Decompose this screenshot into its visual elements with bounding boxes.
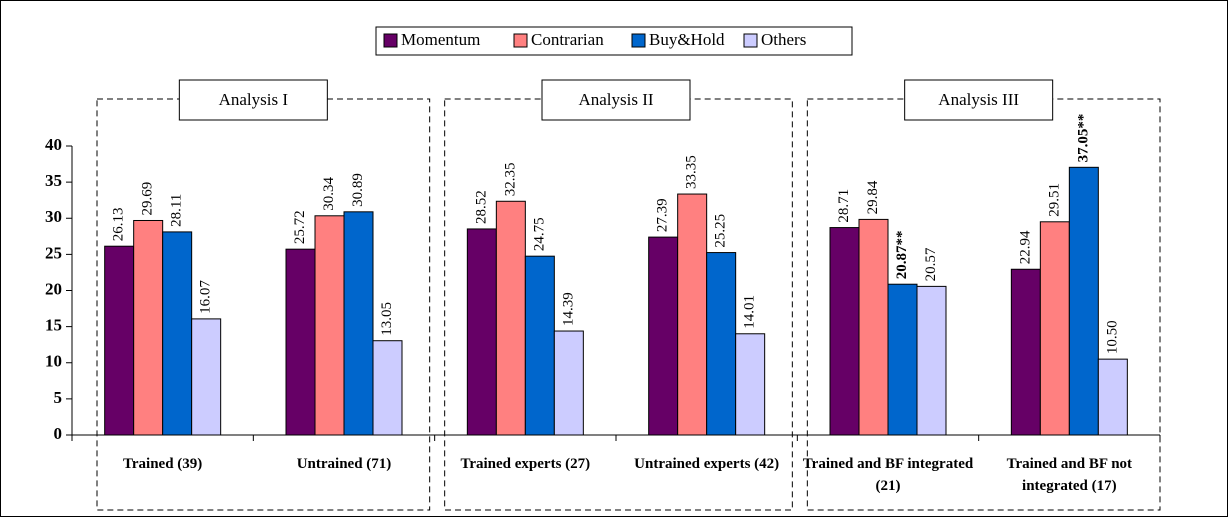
bar [1039, 221, 1070, 436]
group-label-box [904, 79, 1054, 121]
value-label: 37.05** [1075, 114, 1091, 163]
legend-box [375, 26, 853, 56]
bar [314, 215, 345, 436]
y-tick-label: 20 [45, 279, 62, 298]
value-label: 29.51 [1046, 183, 1062, 217]
bar [677, 193, 708, 436]
bar [495, 200, 526, 436]
bar [1010, 268, 1041, 436]
bar [648, 236, 679, 436]
value-label: 22.94 [1017, 230, 1033, 264]
x-tick-label: Trained (39) [123, 456, 203, 472]
y-tick-label: 30 [45, 207, 62, 226]
bar [104, 245, 135, 436]
value-label: 10.50 [1104, 320, 1120, 354]
legend-label: Others [761, 30, 806, 49]
x-tick-label: Untrained experts (42) [634, 456, 780, 472]
value-label: 25.25 [713, 214, 729, 248]
group-label-box [541, 79, 691, 121]
value-label: 32.35 [502, 163, 518, 197]
bar [1097, 358, 1128, 436]
bar [133, 219, 164, 436]
value-label: 28.52 [473, 190, 489, 224]
group-label: Analysis II [578, 90, 653, 109]
value-label: 28.11 [169, 194, 185, 227]
value-label: 13.05 [379, 302, 395, 336]
value-label: 30.34 [321, 177, 337, 211]
y-tick-label: 35 [45, 171, 62, 190]
value-label: 27.39 [655, 198, 671, 232]
bar [706, 252, 737, 436]
bar [887, 283, 918, 436]
legend-swatch [631, 33, 646, 48]
value-label: 29.84 [865, 180, 881, 214]
value-label: 14.39 [560, 292, 576, 326]
bar [735, 333, 766, 436]
group-box [96, 98, 431, 511]
value-label: 14.01 [742, 295, 758, 329]
legend-label: Contrarian [531, 30, 604, 49]
group-label-box [178, 79, 328, 121]
bar [343, 211, 374, 436]
group-box [806, 98, 1161, 511]
value-label: 24.75 [531, 217, 547, 251]
x-tick-label: Trained and BF not integrated (17) [1006, 456, 1133, 494]
bar [553, 330, 584, 436]
value-label: 16.07 [198, 280, 214, 314]
legend-swatch [513, 33, 528, 48]
bar [524, 255, 555, 436]
bar [285, 248, 316, 436]
value-label: 29.69 [140, 182, 156, 216]
x-tick-label: Untrained (71) [296, 456, 392, 472]
y-tick-label: 5 [54, 388, 63, 407]
value-label: 20.57 [923, 247, 939, 281]
group-label: Analysis III [938, 90, 1019, 109]
bar [466, 228, 497, 436]
value-label: 28.71 [836, 189, 852, 223]
y-tick-label: 0 [54, 424, 63, 443]
x-tick-label: Trained and BF integrated (21) [802, 456, 974, 494]
bar [916, 285, 947, 436]
legend-swatch [743, 33, 758, 48]
bar [829, 227, 860, 436]
bar [191, 318, 222, 436]
bar [162, 231, 193, 436]
value-label: 33.35 [684, 155, 700, 189]
legend-label: Momentum [401, 30, 480, 49]
bar [858, 218, 889, 436]
y-tick-label: 40 [45, 135, 62, 154]
value-label: 30.89 [350, 173, 366, 207]
value-label: 25.72 [292, 210, 308, 244]
y-tick-label: 10 [45, 352, 62, 371]
legend-swatch [383, 33, 398, 48]
bar [372, 340, 403, 436]
bar [1068, 166, 1099, 436]
x-tick-label: Trained experts (27) [460, 456, 591, 472]
y-tick-label: 25 [45, 243, 62, 262]
value-label: 26.13 [111, 207, 127, 241]
y-tick-label: 15 [45, 316, 62, 335]
value-label: 20.87** [894, 230, 910, 279]
legend-label: Buy&Hold [649, 30, 725, 49]
group-label: Analysis I [219, 90, 289, 109]
